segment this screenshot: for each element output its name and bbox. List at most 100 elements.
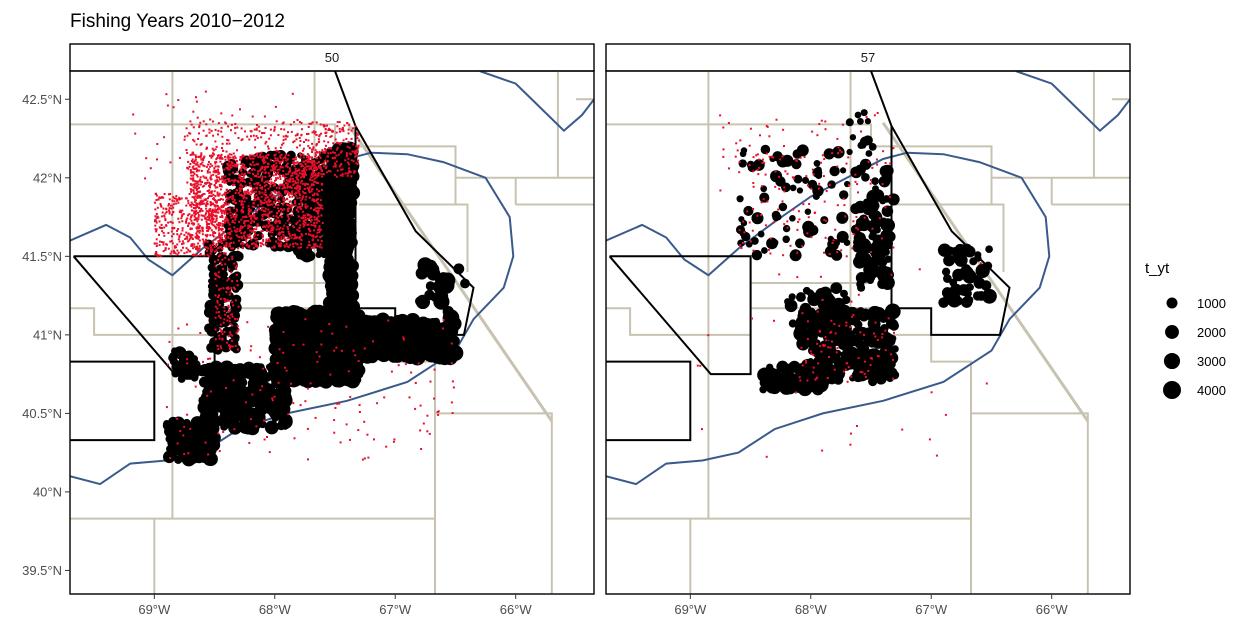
small-point xyxy=(239,242,242,245)
haul-point xyxy=(328,207,335,214)
haul-point xyxy=(303,228,310,234)
small-point xyxy=(306,160,309,163)
small-point xyxy=(263,193,266,196)
small-point xyxy=(190,201,193,204)
haul-point xyxy=(420,338,428,346)
small-point xyxy=(191,196,194,199)
small-point xyxy=(318,227,321,230)
small-point xyxy=(212,170,215,173)
small-point xyxy=(290,192,292,195)
small-point xyxy=(313,171,315,174)
haul-point xyxy=(209,337,220,348)
small-point xyxy=(278,168,281,171)
small-point xyxy=(302,217,304,220)
small-point xyxy=(175,195,178,198)
small-point xyxy=(172,249,175,252)
small-point xyxy=(224,238,227,241)
small-point xyxy=(175,202,178,205)
small-point xyxy=(193,200,196,203)
small-point xyxy=(198,206,201,209)
small-point xyxy=(260,156,262,159)
small-point xyxy=(304,214,307,217)
haul-point xyxy=(260,379,268,387)
small-point xyxy=(201,233,204,236)
small-point xyxy=(283,224,286,227)
small-point xyxy=(165,210,168,213)
small-point xyxy=(224,175,227,178)
small-point xyxy=(249,210,251,213)
small-point xyxy=(192,190,195,193)
small-point xyxy=(286,226,289,228)
small-point xyxy=(197,196,200,199)
small-point xyxy=(218,193,221,196)
small-point xyxy=(239,179,242,182)
small-point xyxy=(247,224,250,227)
small-point xyxy=(305,173,307,176)
small-point xyxy=(208,161,210,163)
small-point xyxy=(214,195,217,198)
haul-point xyxy=(320,250,328,259)
small-point xyxy=(254,244,257,247)
small-point xyxy=(198,239,201,242)
small-point xyxy=(218,241,221,243)
small-point xyxy=(249,209,252,212)
small-point xyxy=(275,240,277,243)
small-point xyxy=(158,233,160,236)
small-point xyxy=(213,167,216,170)
small-point xyxy=(206,250,208,253)
small-point xyxy=(279,162,282,165)
small-point xyxy=(319,206,322,209)
small-point xyxy=(212,242,215,245)
small-point xyxy=(304,221,307,224)
small-point xyxy=(220,157,223,160)
small-point xyxy=(283,208,286,211)
small-point xyxy=(298,203,301,205)
small-point xyxy=(242,197,245,200)
small-point xyxy=(267,226,270,229)
small-point xyxy=(215,223,218,226)
small-point xyxy=(273,154,276,157)
small-point xyxy=(301,164,304,167)
haul-point xyxy=(169,351,178,361)
small-point xyxy=(308,213,311,216)
small-point xyxy=(306,217,309,220)
small-point xyxy=(184,238,187,240)
small-point xyxy=(273,183,276,186)
small-point xyxy=(207,197,209,200)
small-point xyxy=(245,238,248,241)
small-point xyxy=(310,246,313,249)
small-point xyxy=(211,220,214,223)
small-point xyxy=(206,223,209,226)
small-point xyxy=(226,167,229,169)
haul-point xyxy=(331,337,344,350)
small-point xyxy=(219,178,221,181)
small-point xyxy=(305,195,308,198)
small-point xyxy=(241,200,243,203)
haul-point xyxy=(212,268,219,275)
small-point xyxy=(238,236,241,239)
small-point xyxy=(241,211,244,214)
small-point xyxy=(319,204,322,207)
small-point xyxy=(220,237,223,239)
small-point xyxy=(213,169,216,172)
small-point xyxy=(305,232,307,235)
haul-point xyxy=(241,420,256,435)
small-point xyxy=(158,244,161,247)
small-point xyxy=(208,195,210,198)
small-point xyxy=(224,216,227,219)
haul-point xyxy=(365,338,372,346)
small-point xyxy=(296,170,298,172)
small-point xyxy=(258,208,261,211)
haul-point xyxy=(409,349,426,366)
small-point xyxy=(316,219,319,222)
small-point xyxy=(278,243,281,246)
small-point xyxy=(219,183,222,186)
small-point xyxy=(155,242,158,245)
small-point xyxy=(245,244,248,247)
haul-point xyxy=(335,220,342,227)
small-point xyxy=(186,240,189,243)
small-point xyxy=(181,220,184,223)
small-point xyxy=(279,156,282,159)
small-point xyxy=(194,195,197,198)
small-point xyxy=(194,180,197,183)
